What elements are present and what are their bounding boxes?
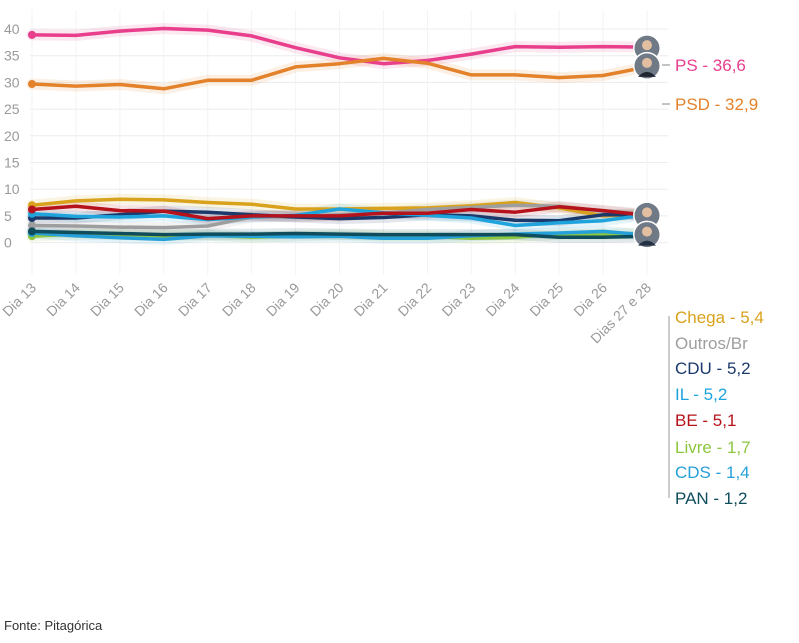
series-line-il [30, 207, 649, 228]
series-start-point [28, 30, 36, 39]
series-end-label-ps: PS - 36,6 [675, 56, 746, 75]
x-tick-label: Dia 20 [307, 279, 347, 319]
series-end-label-cds: CDS - 1,4 [675, 463, 750, 482]
series-end-label-il: IL - 5,2 [675, 385, 727, 404]
source-note: Fonte: Pitagórica [4, 618, 103, 633]
x-tick-label: Dia 13 [0, 279, 39, 319]
series-end-label-chega: Chega - 5,4 [675, 308, 764, 327]
x-tick-label: Dia 24 [482, 279, 522, 319]
y-tick-label: 30 [4, 74, 20, 90]
x-tick-label: Dia 25 [526, 279, 566, 319]
x-tick-label: Dia 15 [87, 279, 127, 319]
x-tick-label: Dia 16 [131, 279, 171, 319]
avatar-head [642, 57, 652, 68]
x-tick-label: Dia 19 [263, 279, 303, 319]
series-end-label-cdu: CDU - 5,2 [675, 359, 751, 378]
series-line-be [30, 204, 649, 221]
series-start-point [28, 227, 36, 236]
x-tick-label: Dia 17 [175, 279, 215, 319]
x-tick-label: Dia 18 [219, 279, 259, 319]
series-start-point [28, 205, 36, 214]
x-tick-label: Dia 21 [351, 279, 391, 319]
series-end-label-pan: PAN - 1,2 [675, 489, 747, 508]
y-tick-label: 15 [4, 155, 20, 171]
y-tick-label: 25 [4, 101, 20, 117]
series-line-pan [30, 229, 649, 240]
avatar-small-parties-2 [633, 220, 661, 249]
series-end-label-outros/br: Outros/Br [675, 334, 748, 353]
series-line-cdu [30, 209, 649, 223]
y-tick-label: 40 [4, 21, 20, 37]
series-start-point [28, 80, 36, 89]
avatar-head [642, 226, 652, 237]
y-tick-label: 5 [4, 208, 12, 224]
avatar-body [638, 71, 656, 77]
x-tick-label: Dia 23 [438, 279, 478, 319]
series-end-label-livre: Livre - 1,7 [675, 438, 751, 457]
series-line-cds [30, 229, 649, 242]
series-start-point [28, 221, 36, 230]
avatar-psd [633, 51, 661, 80]
x-tick-label: Dia 14 [43, 279, 83, 319]
series-end-label-psd: PSD - 32,9 [675, 95, 758, 114]
x-tick-label: Dia 26 [570, 279, 610, 319]
series-end-label-be: BE - 5,1 [675, 411, 736, 430]
avatar-head [642, 40, 652, 51]
avatar-body [638, 240, 656, 246]
y-tick-label: 0 [4, 235, 12, 251]
y-tick-label: 10 [4, 181, 20, 197]
series-line-psd [30, 56, 649, 91]
y-tick-label: 35 [4, 48, 20, 64]
series-line-ps [30, 26, 649, 66]
y-tick-label: 20 [4, 128, 20, 144]
x-tick-label: Dia 22 [395, 279, 435, 319]
avatar-head [642, 207, 652, 218]
